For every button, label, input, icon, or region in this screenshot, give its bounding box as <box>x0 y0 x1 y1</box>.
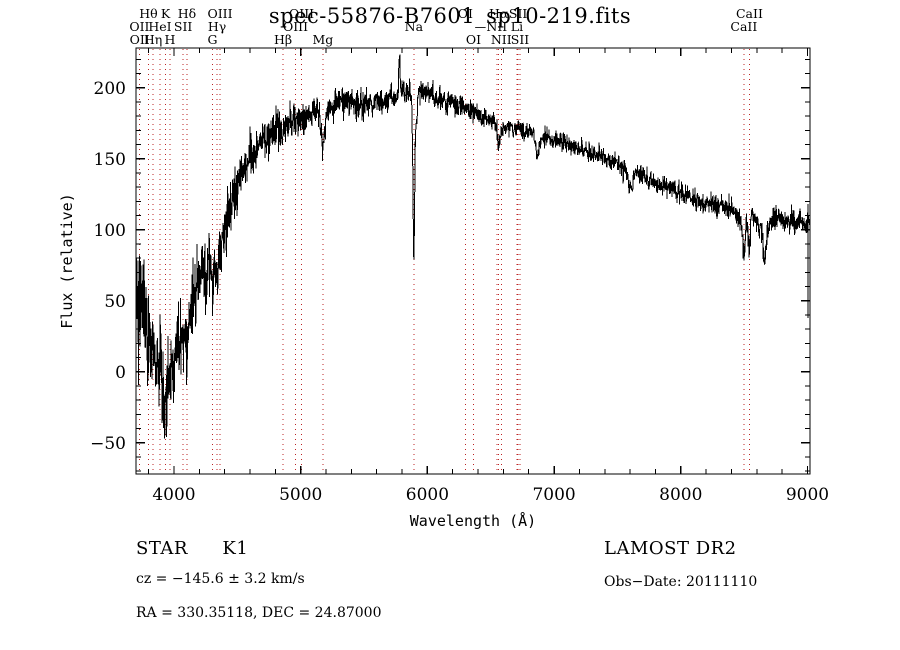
line-marker-label: SII <box>511 32 530 47</box>
x-tick-label: 6000 <box>406 485 449 505</box>
line-marker-label: Mg <box>312 32 333 47</box>
line-marker-label: Hβ <box>274 32 292 47</box>
line-marker-label: SII <box>174 19 193 34</box>
spectrum-trace <box>135 54 811 439</box>
line-marker-label: OI <box>458 6 473 21</box>
line-marker-label: NII <box>486 19 507 34</box>
y-axis-label: Flux (relative) <box>58 193 76 328</box>
line-marker-label: K <box>161 6 171 21</box>
line-marker-label: OIII <box>283 19 308 34</box>
line-marker-label: H <box>165 32 176 47</box>
coords-line: RA = 330.35118, DEC = 24.87000 <box>136 605 382 621</box>
line-marker-label: G <box>208 32 218 47</box>
line-marker-label: Hδ <box>178 6 196 21</box>
page-title: spec-55876-B7601_sp10-219.fits <box>268 4 632 28</box>
line-marker-label: OII <box>130 32 150 47</box>
x-tick-label: 5000 <box>279 485 322 505</box>
line-marker-label: Hα <box>489 6 509 21</box>
y-tick-label: 150 <box>94 150 126 170</box>
y-tick-label: 50 <box>104 292 126 312</box>
line-marker-label: Na <box>405 19 424 34</box>
x-tick-label: 4000 <box>152 485 195 505</box>
x-tick-label: 7000 <box>532 485 575 505</box>
y-tick-label: 100 <box>94 221 126 241</box>
object-type-value: STAR <box>136 538 188 559</box>
y-tick-label: 0 <box>115 363 126 383</box>
line-marker-label: Hγ <box>208 19 226 34</box>
survey-label: LAMOST DR2 <box>604 538 737 559</box>
spectral-class-value: K1 <box>222 538 249 559</box>
line-marker-label: SII <box>509 6 528 21</box>
cz-line: cz = −145.6 ± 3.2 km/s <box>136 571 305 587</box>
line-marker-label: Hθ <box>139 6 157 21</box>
x-tick-label: 9000 <box>786 485 829 505</box>
x-tick-label: 8000 <box>659 485 702 505</box>
line-marker-label: CaII <box>736 6 763 21</box>
line-marker-label: NII <box>491 32 512 47</box>
line-marker-label: CaII <box>730 19 757 34</box>
line-marker-label: HeI <box>148 19 171 34</box>
line-marker-label: OIII <box>289 6 314 21</box>
plot-frame <box>135 47 811 475</box>
line-marker-label: Hη <box>144 32 162 47</box>
x-axis-label: Wavelength (Å) <box>410 511 536 530</box>
line-marker-label: OIII <box>207 6 232 21</box>
line-marker-label: Li <box>511 19 523 34</box>
y-tick-label: 200 <box>94 79 126 99</box>
object-type-label: STAR K1 <box>136 538 248 559</box>
line-marker-label: OI <box>466 32 481 47</box>
obs-date-line: Obs−Date: 20111110 <box>604 574 758 590</box>
line-marker-label: OII <box>129 19 149 34</box>
y-tick-label: −50 <box>90 434 126 454</box>
